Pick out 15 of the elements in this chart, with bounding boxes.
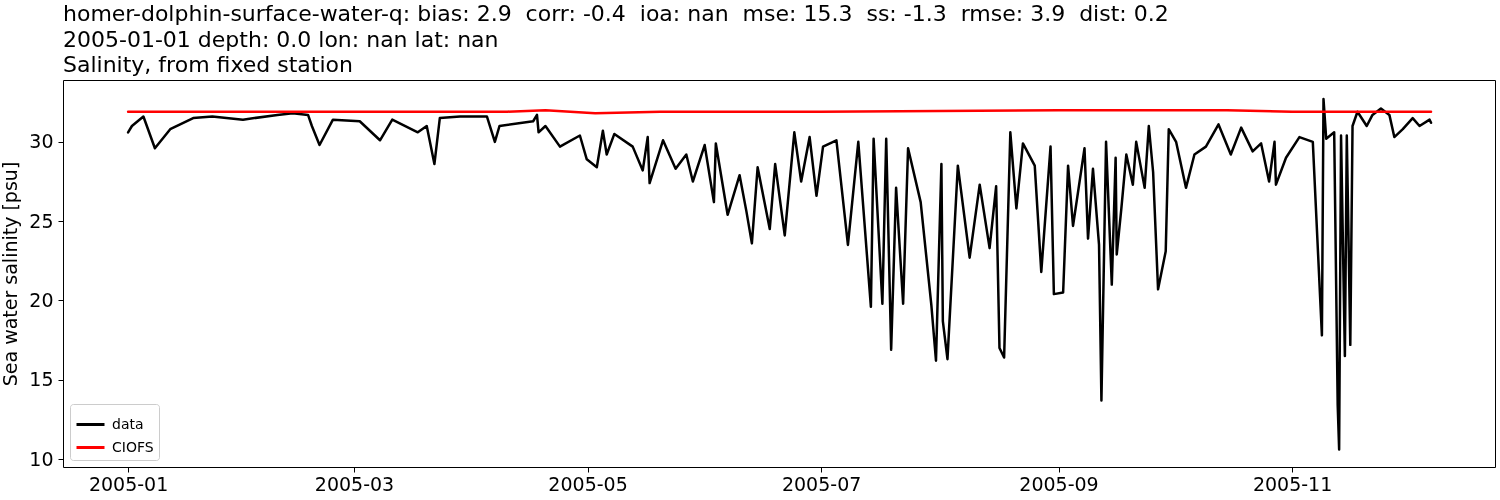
x-tick-label: 2005-03 [314,472,395,495]
x-tick-label: 2005-01 [88,472,169,495]
y-tick-label: 20 [29,288,54,311]
y-axis-title: Sea water salinity [psu] [0,161,22,387]
y-tick-label: 15 [29,368,54,391]
x-tick-label: 2005-09 [1019,472,1099,495]
chart-title: homer-dolphin-surface-water-q: bias: 2.9 corr: -0.4 ioa: nan mse: 15.3 ss: -1.3 rmse: 3.9 dist: 0.2 2005-01-01 depth: 0.0 lon: nan lat: nan Salinity, from fixed station [63,1,1169,77]
y-tick-label: 10 [29,447,54,470]
legend-label: CIOFS [112,438,154,455]
x-tick-label: 2005-05 [548,472,628,495]
y-tick-label: 30 [29,130,54,153]
y-tick-label: 25 [29,209,54,232]
x-tick-label: 2005-11 [1252,472,1333,495]
legend-label: data [112,415,144,432]
x-tick-label: 2005-07 [781,472,862,495]
